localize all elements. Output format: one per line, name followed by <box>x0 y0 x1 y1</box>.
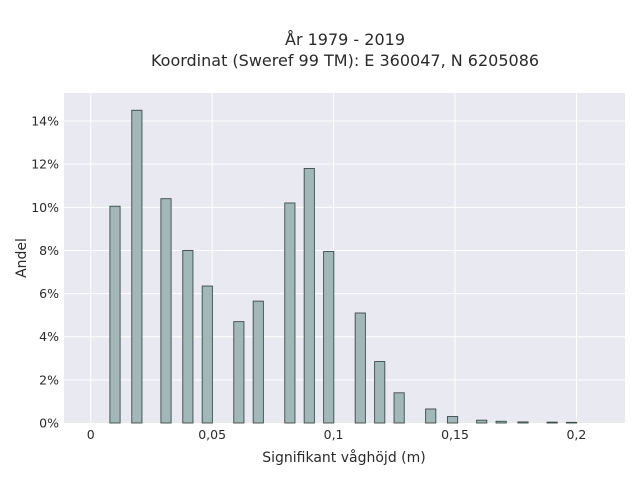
bar <box>284 202 296 424</box>
bar <box>495 420 507 424</box>
x-axis-title: Signifikant våghöjd (m) <box>262 449 425 466</box>
y-axis-title: Andel <box>14 238 30 278</box>
chart-title-line-1: År 1979 - 2019 <box>285 30 405 49</box>
bar <box>109 205 121 424</box>
bar <box>476 419 488 424</box>
y-axis-ticks: 0% 2% 4% 6% 8% 10% 12% 14% <box>31 114 59 431</box>
bar <box>323 251 335 424</box>
chart-title-line-2: Koordinat (Sweref 99 TM): E 360047, N 62… <box>151 51 539 70</box>
bar <box>393 392 405 424</box>
bar <box>160 198 172 424</box>
y-tick-label: 14% <box>31 114 59 129</box>
y-tick-label: 10% <box>31 200 59 215</box>
bar <box>303 168 315 424</box>
bar <box>252 300 264 424</box>
plot-area <box>64 93 625 423</box>
x-tick-label: 0 <box>87 427 95 442</box>
bar <box>374 361 386 424</box>
bar <box>447 416 459 424</box>
x-tick-label: 0,1 <box>324 427 344 442</box>
grid <box>64 93 625 423</box>
bar <box>517 421 529 424</box>
y-tick-label: 4% <box>39 329 59 344</box>
y-tick-label: 8% <box>39 243 59 258</box>
bar <box>546 421 558 424</box>
bar <box>201 285 213 424</box>
bar <box>425 408 437 424</box>
bar <box>354 312 366 424</box>
x-tick-label: 0,05 <box>198 427 226 442</box>
y-tick-label: 12% <box>31 157 59 172</box>
bar <box>182 250 194 424</box>
y-tick-label: 6% <box>39 286 59 301</box>
bar <box>131 109 143 424</box>
y-tick-label: 0% <box>39 416 59 431</box>
bar <box>233 321 245 424</box>
x-tick-label: 0,15 <box>441 427 469 442</box>
x-axis-ticks: 0 0,05 0,1 0,15 0,2 <box>87 427 587 442</box>
x-tick-label: 0,2 <box>566 427 586 442</box>
y-tick-label: 2% <box>39 372 59 387</box>
bar <box>566 421 578 424</box>
bars <box>109 109 578 424</box>
